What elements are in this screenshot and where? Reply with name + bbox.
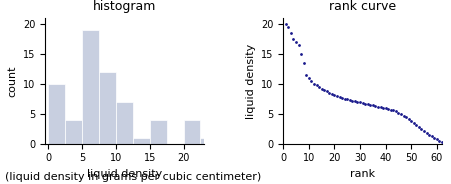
Bar <box>201 138 217 144</box>
Bar <box>82 30 99 144</box>
Y-axis label: count: count <box>8 65 18 97</box>
X-axis label: liquid density: liquid density <box>87 169 162 179</box>
Title: histogram: histogram <box>93 0 156 13</box>
Title: rank curve: rank curve <box>329 0 396 13</box>
Bar <box>116 102 133 144</box>
Bar <box>150 120 167 144</box>
Bar <box>48 84 65 144</box>
Text: (liquid density in grams per cubic centimeter): (liquid density in grams per cubic centi… <box>5 172 261 182</box>
X-axis label: rank: rank <box>350 169 375 179</box>
Y-axis label: liquid density: liquid density <box>246 43 256 118</box>
Bar <box>65 120 82 144</box>
Bar <box>184 120 201 144</box>
Bar <box>133 138 150 144</box>
Bar <box>99 72 116 144</box>
